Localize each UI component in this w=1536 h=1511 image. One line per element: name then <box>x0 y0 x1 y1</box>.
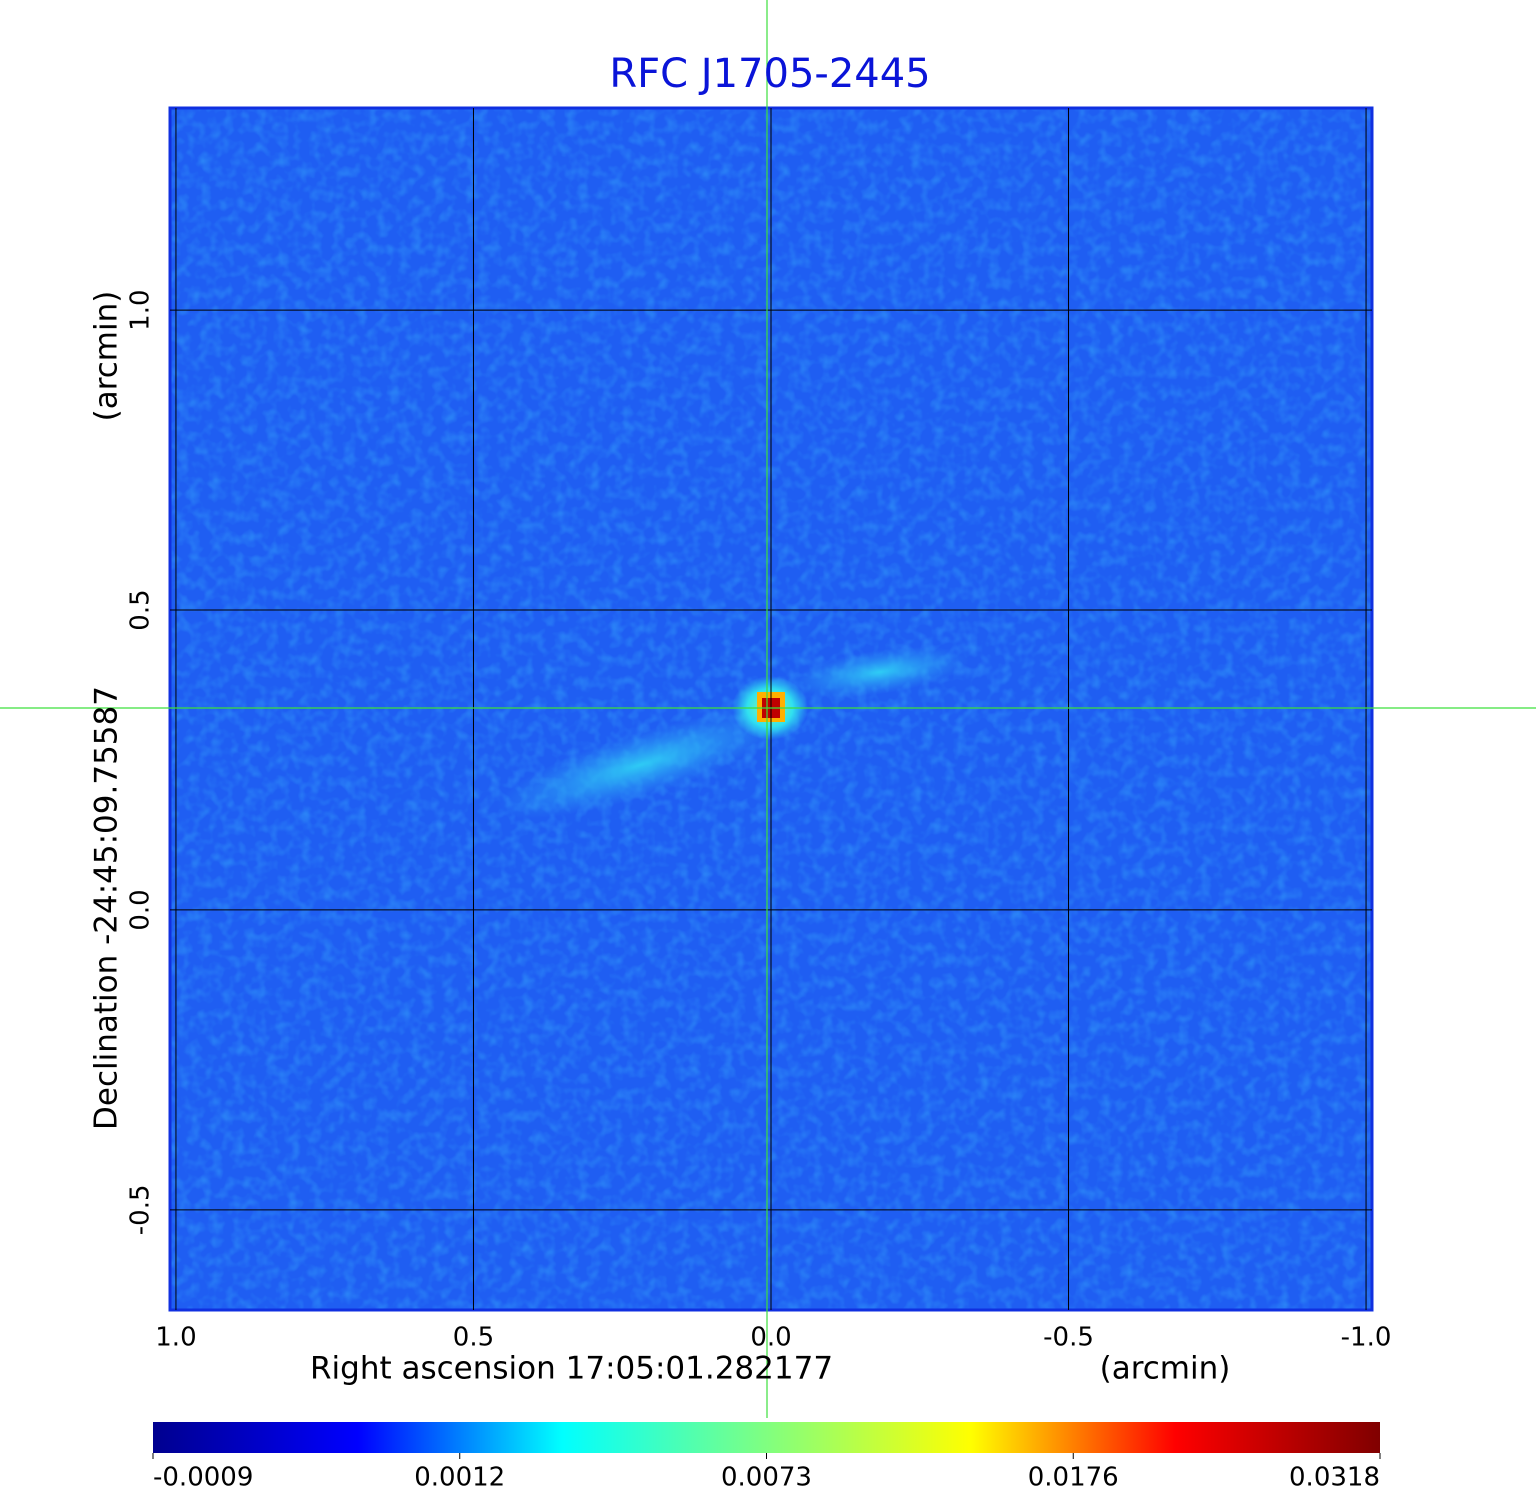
y-tick-label: 0.0 <box>126 889 156 930</box>
x-axis-unit: (arcmin) <box>1100 1351 1231 1387</box>
grid <box>170 108 1372 1310</box>
colorbar-tick-label: 0.0318 <box>1289 1463 1380 1493</box>
x-tick-label: -0.5 <box>1043 1323 1094 1353</box>
colorbar <box>153 1422 1380 1453</box>
x-tick-label: -1.0 <box>1341 1323 1392 1353</box>
x-tick-label: 0.5 <box>453 1323 494 1353</box>
y-tick-label: 1.0 <box>126 289 156 330</box>
colorbar-tick-label: 0.0012 <box>414 1463 505 1493</box>
jet <box>496 711 784 819</box>
chart-title: RFC J1705-2445 <box>609 51 930 97</box>
x-tick-label: 1.0 <box>155 1323 196 1353</box>
colorbar-tick-label: 0.0073 <box>721 1463 812 1493</box>
x-axis-label: Right ascension 17:05:01.282177 <box>310 1351 833 1387</box>
y-tick-label: 0.5 <box>126 589 156 630</box>
x-tick-label: 0.0 <box>750 1323 791 1353</box>
y-tick-label: -0.5 <box>126 1184 156 1235</box>
y-axis-unit: (arcmin) <box>89 291 125 422</box>
y-axis-label: Declination -24:45:09.75587 <box>89 686 125 1130</box>
jet <box>790 646 970 698</box>
colorbar-tick-label: -0.0009 <box>153 1463 253 1493</box>
colorbar-tick-label: 0.0176 <box>1028 1463 1119 1493</box>
